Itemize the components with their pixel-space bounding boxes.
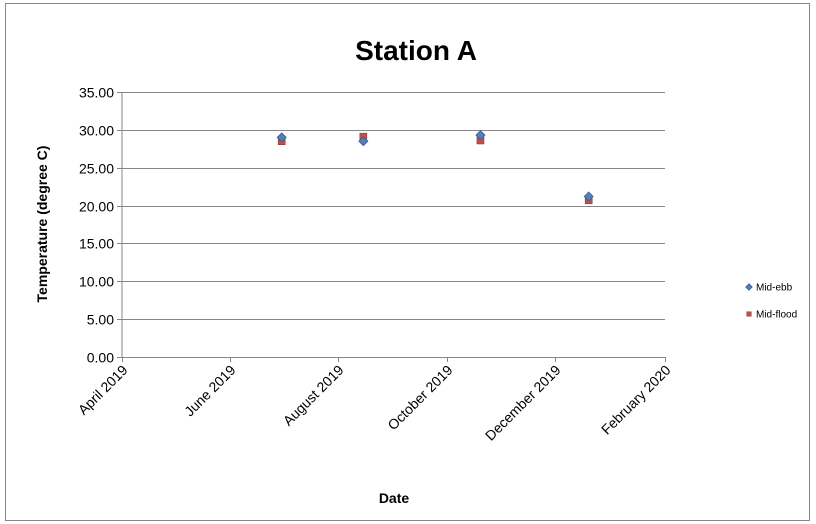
- y-tick-label: 0.00: [87, 350, 114, 366]
- y-tick-label: 10.00: [79, 274, 114, 290]
- x-tick-label: August 2019: [280, 362, 347, 429]
- data-points: [276, 130, 594, 205]
- chart-title: Station A: [355, 35, 477, 66]
- y-tick-label: 15.00: [79, 236, 114, 252]
- x-tick-label: October 2019: [384, 362, 455, 433]
- x-tick-label: February 2020: [598, 362, 674, 438]
- y-tick-label: 30.00: [79, 123, 114, 139]
- gridlines: [117, 92, 666, 362]
- x-tick-labels: April 2019 June 2019 August 2019 October 20…: [75, 362, 674, 444]
- legend: Mid-ebb Mid-flood: [745, 283, 797, 321]
- y-tick-label: 5.00: [87, 312, 114, 328]
- legend-marker-mid-ebb: [745, 283, 753, 291]
- data-point-mid-ebb: [583, 191, 594, 202]
- data-point-mid-ebb: [358, 136, 369, 147]
- y-tick-labels: 0.00 5.00 10.00 15.00 20.00 25.00 30.00 35.00: [79, 85, 114, 366]
- legend-marker-mid-flood: [746, 311, 752, 317]
- legend-label: Mid-flood: [756, 310, 797, 321]
- x-axis-title: Date: [379, 490, 410, 506]
- y-tick-label: 35.00: [79, 85, 114, 101]
- x-tick-label: December 2019: [482, 362, 564, 444]
- x-tick-label: June 2019: [181, 362, 239, 420]
- axes: [121, 92, 665, 358]
- data-point-mid-ebb: [475, 130, 486, 141]
- chart-frame: [5, 3, 810, 521]
- y-axis-title: Temperature (degree C): [34, 146, 50, 303]
- data-point-mid-ebb: [276, 132, 287, 143]
- legend-label: Mid-ebb: [756, 283, 793, 294]
- x-tick-label: April 2019: [75, 362, 131, 418]
- y-tick-label: 25.00: [79, 161, 114, 177]
- y-tick-label: 20.00: [79, 199, 114, 215]
